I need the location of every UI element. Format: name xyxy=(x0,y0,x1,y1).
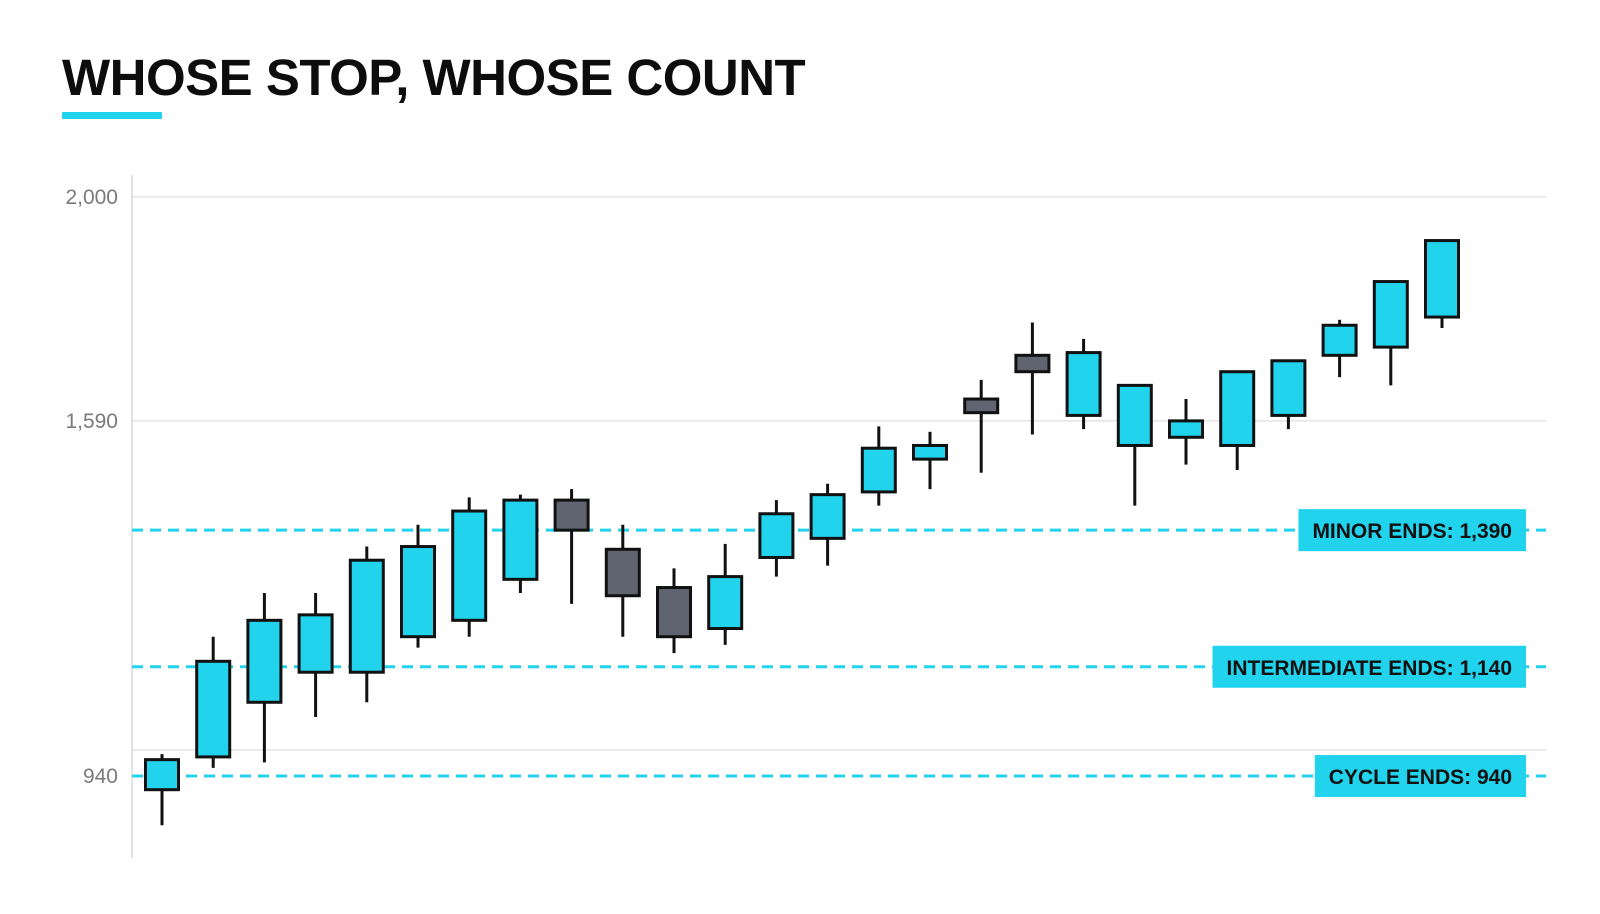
y-axis: 2,000 1,590 940 xyxy=(65,175,133,858)
candle xyxy=(860,426,897,506)
candle xyxy=(1219,370,1256,471)
candle xyxy=(1321,319,1358,378)
candle-body-up xyxy=(1116,383,1153,447)
candle-body-up xyxy=(809,493,846,540)
candle xyxy=(656,568,692,654)
candle xyxy=(1065,338,1102,430)
candle-body-up xyxy=(195,659,232,759)
candle xyxy=(707,543,744,645)
candle xyxy=(1116,383,1153,506)
candle xyxy=(758,500,795,577)
candle xyxy=(451,497,488,637)
candle-body-up xyxy=(758,512,795,559)
candle xyxy=(1372,280,1409,386)
candle-body-up xyxy=(400,545,436,639)
chart-title: WHOSE STOP, WHOSE COUNT xyxy=(62,49,806,106)
level-label-box xyxy=(1314,755,1526,798)
candle xyxy=(1168,399,1204,465)
candle-body-up xyxy=(707,575,744,631)
candle-body-up xyxy=(860,446,897,494)
candle-body-up xyxy=(451,509,488,622)
title-underline-accent xyxy=(62,112,162,119)
y-tick-label: 1,590 xyxy=(65,410,118,433)
candle-body-down xyxy=(553,498,590,532)
level-label: INTERMEDIATE ENDS: 1,140 xyxy=(1212,645,1526,688)
level-label: MINOR ENDS: 1,390 xyxy=(1298,509,1526,552)
candle-body-up xyxy=(1321,323,1358,357)
candle-body-up xyxy=(502,498,539,581)
candle-body-up xyxy=(1270,359,1307,417)
level-label-box xyxy=(1212,645,1526,688)
candle xyxy=(1270,359,1307,430)
candle-body-up xyxy=(144,758,180,792)
candle xyxy=(297,592,334,718)
y-tick-label: 940 xyxy=(83,765,118,788)
candle xyxy=(195,636,232,768)
candle-body-down xyxy=(1014,353,1051,374)
candle-body-up xyxy=(1065,351,1102,417)
candle-body-up xyxy=(1219,370,1256,447)
candle-body-up xyxy=(348,558,385,674)
candle-body-up xyxy=(1372,280,1409,349)
candle xyxy=(604,524,641,637)
candles xyxy=(144,239,1460,826)
level-label-text: MINOR ENDS: 1,390 xyxy=(1312,520,1512,543)
candle-body-up xyxy=(1424,239,1460,319)
candle xyxy=(912,431,948,490)
candle xyxy=(553,489,590,604)
candle-body-down xyxy=(963,397,1000,415)
y-tick-label: 2,000 xyxy=(65,186,118,209)
level-label-box xyxy=(1298,509,1526,552)
level-label-text: INTERMEDIATE ENDS: 1,140 xyxy=(1227,657,1513,680)
candle xyxy=(400,524,436,648)
candle xyxy=(348,546,385,703)
level-label-text: CYCLE ENDS: 940 xyxy=(1329,766,1512,789)
candle xyxy=(1424,239,1460,328)
candle xyxy=(144,754,180,826)
candle-body-up xyxy=(297,613,334,674)
candle-body-up xyxy=(912,443,948,461)
candle xyxy=(1014,322,1051,435)
candle xyxy=(963,379,1000,473)
level-labels: MINOR ENDS: 1,390 INTERMEDIATE ENDS: 1,14… xyxy=(1212,509,1526,798)
gridlines xyxy=(132,196,1546,751)
candle-body-up xyxy=(246,618,283,704)
candle xyxy=(809,483,846,566)
candle-body-down xyxy=(656,586,692,639)
candle xyxy=(502,494,539,593)
candle-body-down xyxy=(604,547,641,598)
candle xyxy=(246,592,283,763)
candle-body-up xyxy=(1168,419,1204,439)
level-label: CYCLE ENDS: 940 xyxy=(1314,755,1526,798)
